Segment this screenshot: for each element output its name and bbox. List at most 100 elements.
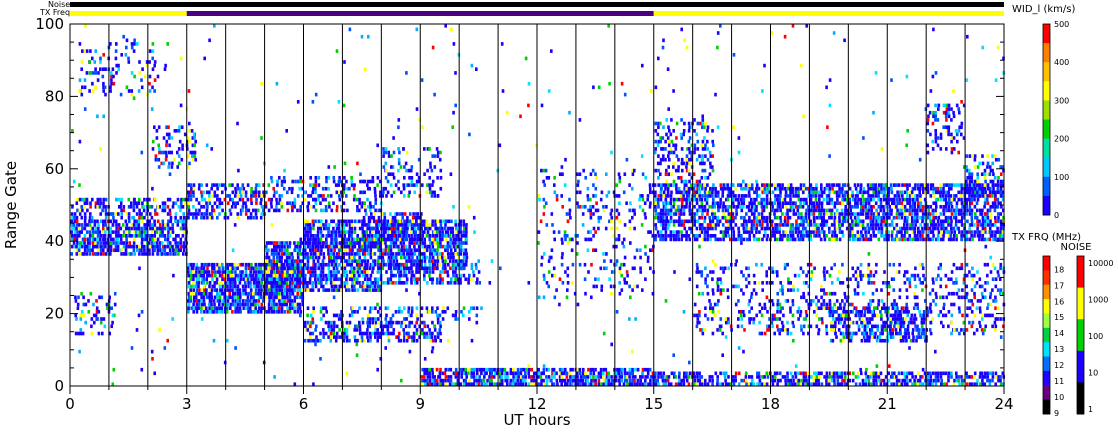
data-cell-3507 [490,375,494,379]
data-cell-3213 [407,194,411,198]
data-cell-188 [128,219,131,224]
data-cell-181 [124,219,128,224]
data-cell-2800 [415,281,419,285]
data-cell-64 [89,226,92,231]
data-cell-196 [132,244,136,249]
data-cell-3737 [628,367,632,372]
data-cell-2250 [307,194,310,198]
data-cell-1944 [351,244,354,249]
data-cell-899 [218,266,221,271]
data-cell-4516 [672,219,676,224]
data-cell-2358 [371,176,375,180]
data-cell-843 [208,299,212,303]
data-cell-51 [86,248,90,253]
data-cell-4211 [564,237,567,242]
data-cell-904 [221,299,225,303]
data-cell-4605 [693,219,697,224]
data-cell-328 [171,223,174,227]
data-cell-4040 [897,371,901,376]
data-cell-2131 [239,186,242,191]
data-cell-3890 [771,382,775,387]
data-cell-627 [125,85,129,90]
data-cell-4250 [583,262,587,267]
data-cell-4786 [732,194,735,198]
data-cell-3757 [644,382,647,387]
data-cell-4091 [939,375,943,379]
data-cell-497 [179,215,183,220]
data-cell-4930 [765,194,769,198]
data-cell-4230 [571,237,574,242]
data-cell-687 [164,150,168,155]
data-cell-2261 [314,201,318,206]
data-cell-4437 [657,234,661,238]
data-cell-793 [197,299,201,303]
data-cell-670 [154,157,158,162]
data-cell-788 [195,270,198,274]
data-cell-2166 [255,183,258,187]
data-cell-2723 [460,234,464,238]
data-cell-2409 [389,248,393,253]
data-cell-1156 [273,295,276,300]
data-cell-4943 [768,186,771,191]
data-cell-2110 [230,205,234,209]
data-cell-3875 [756,382,759,387]
data-cell-1726 [358,252,361,256]
data-cell-3010 [398,331,401,336]
data-cell-3777 [657,382,660,387]
data-cell-2693 [454,252,457,256]
data-cell-901 [220,310,224,314]
data-cell-182 [128,252,131,256]
data-cell-4635 [698,186,701,191]
data-cell-3441 [451,382,455,387]
data-cell-1790 [373,284,377,289]
data-cell-2217 [282,176,286,180]
data-cell-1581 [325,244,328,249]
data-cell-4875 [755,237,759,242]
data-cell-2064 [208,212,212,216]
data-cell-4601 [690,183,693,187]
data-cell-1848 [312,237,315,242]
data-cell-4859 [750,201,754,206]
data-cell-3919 [797,382,800,387]
data-cell-3544 [514,382,517,387]
data-cell-2223 [291,208,294,213]
data-cell-3608 [553,375,556,379]
data-cell-4565 [683,190,686,195]
data-cell-2626 [439,252,442,256]
data-cell-663 [153,89,156,93]
data-cell-1749 [363,259,367,263]
data-cell-4904 [760,205,764,209]
data-cell-1485 [304,284,308,289]
data-cell-3299 [378,234,381,238]
data-cell-891 [218,299,222,303]
data-cell-1604 [330,248,333,253]
data-cell-82 [93,219,97,224]
data-cell-85 [96,244,99,249]
data-cell-1645 [340,259,343,263]
data-cell-1418 [288,270,292,274]
data-cell-1072 [254,273,258,278]
txfreq-bar [70,11,1004,16]
data-cell-4105 [955,371,958,376]
data-cell-2933 [343,331,346,336]
data-cell-4935 [768,226,771,231]
data-cell-1615 [333,255,336,260]
data-cell-1010 [242,273,246,278]
data-cell-2674 [449,237,453,242]
data-cell-2922 [335,335,338,339]
data-cell-1703 [353,259,357,263]
data-cell-3178 [384,150,387,155]
data-cell-1118 [265,284,268,289]
data-cell-1503 [306,252,309,256]
data-cell-3449 [457,375,460,379]
data-cell-1422 [288,255,291,260]
data-cell-2076 [213,212,216,216]
data-cell-4349 [617,172,621,177]
data-cell-3687 [599,371,602,376]
data-cell-267 [153,237,157,242]
data-cell-4805 [737,194,741,198]
data-cell-3771 [651,375,655,379]
data-cell-2760 [390,281,393,285]
data-cell-1471 [299,244,302,249]
data-cell-2240 [299,176,303,180]
